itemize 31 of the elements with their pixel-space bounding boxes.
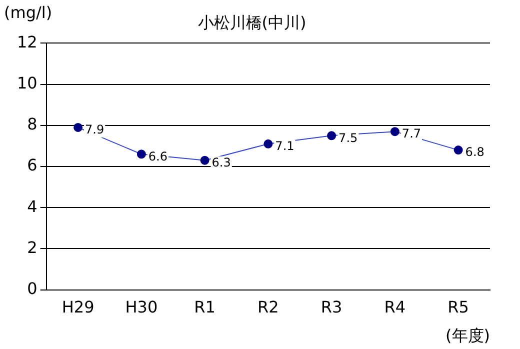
y-tick-label: 4 xyxy=(27,196,38,216)
y-axis-title: (mg/l) xyxy=(4,3,52,22)
point xyxy=(264,139,273,148)
y-tick-label: 2 xyxy=(27,238,38,257)
y-tick-label: 0 xyxy=(27,278,38,298)
x-tick-label: R4 xyxy=(384,298,406,317)
point xyxy=(136,150,146,159)
data-label: 6.8 xyxy=(465,145,484,160)
y-tick-label: 8 xyxy=(27,114,38,134)
chart-title: 小松川橋(中川) xyxy=(198,12,306,32)
point xyxy=(327,131,336,140)
x-tick-label: R1 xyxy=(194,298,216,317)
x-tick-label: H30 xyxy=(125,298,158,317)
y-tick-label: 12 xyxy=(17,32,38,52)
point xyxy=(390,127,400,136)
point xyxy=(74,122,83,132)
point xyxy=(200,156,210,165)
x-tick-label: R2 xyxy=(258,298,279,317)
x-tick-label: H29 xyxy=(62,298,94,317)
data-label: 6.3 xyxy=(212,155,231,170)
data-label: 7.9 xyxy=(85,122,104,137)
y-tick-label: 6 xyxy=(27,156,38,175)
data-label: 6.6 xyxy=(148,149,168,164)
data-label: 7.7 xyxy=(402,126,422,141)
x-axis-title: (年度) xyxy=(446,326,490,346)
data-label: 7.1 xyxy=(275,139,294,154)
y-tick-label: 10 xyxy=(17,73,38,92)
point xyxy=(454,146,463,155)
data-label: 7.5 xyxy=(338,130,358,145)
x-tick-label: R3 xyxy=(320,298,342,317)
x-tick-label: R5 xyxy=(448,298,469,317)
